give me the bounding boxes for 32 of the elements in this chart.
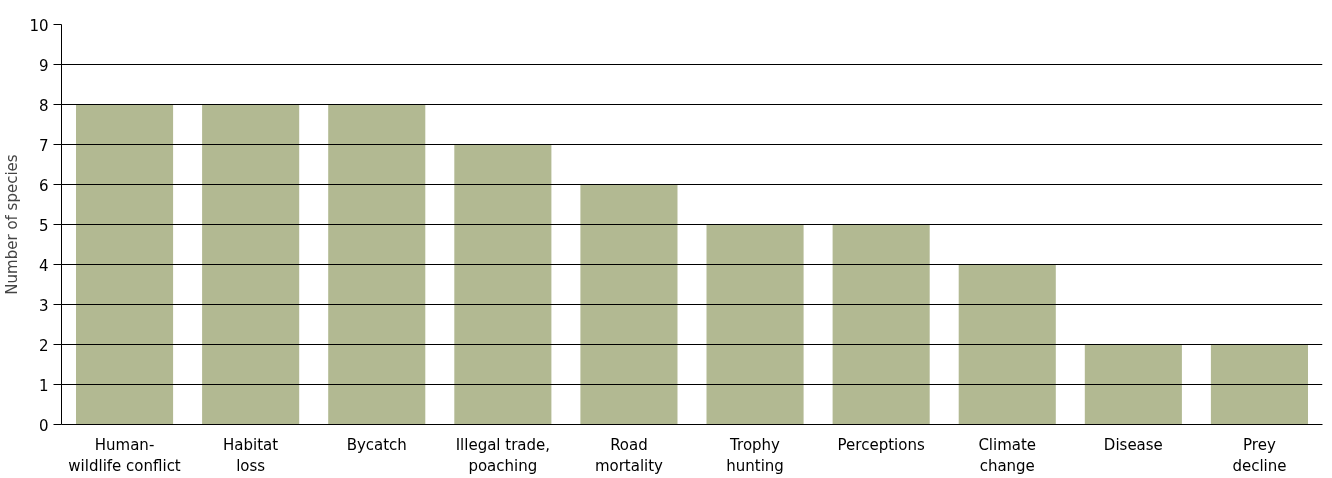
bar: [454, 144, 552, 425]
y-tick-label: 9: [38, 56, 49, 75]
bar: [958, 264, 1056, 425]
x-tick-label: Bycatch: [346, 435, 407, 454]
y-tick-label: 6: [38, 176, 49, 195]
y-tick-label: 8: [38, 96, 49, 115]
bar: [1084, 344, 1182, 425]
y-tick-label: 5: [38, 216, 49, 235]
y-tick-label: 0: [38, 416, 49, 435]
bar: [1210, 344, 1308, 425]
x-tick-label: Prey decline: [1232, 435, 1287, 476]
x-tick-label: Perceptions: [837, 435, 925, 454]
y-tick-label: 10: [29, 16, 49, 35]
x-tick-label: Disease: [1103, 435, 1163, 454]
x-tick-label: Climate change: [978, 435, 1037, 476]
x-tick-label: Trophy hunting: [726, 435, 784, 476]
bar: [580, 184, 678, 425]
bar: [202, 104, 300, 425]
y-axis-title: Number of species: [3, 154, 22, 295]
x-tick-label: Habitat loss: [223, 435, 279, 476]
bar: [832, 224, 930, 425]
bar: [706, 224, 804, 425]
bar: [328, 104, 426, 425]
y-tick-label: 4: [38, 256, 49, 275]
y-tick-label: 7: [38, 136, 49, 155]
bar: [76, 104, 174, 425]
x-tick-label: Road mortality: [594, 435, 664, 476]
y-tick-label: 1: [38, 376, 49, 395]
y-tick-label: 2: [38, 336, 49, 355]
x-tick-label: Human- wildlife conflict: [68, 435, 181, 476]
y-tick-label: 3: [38, 296, 49, 315]
x-tick-label: Illegal trade, poaching: [455, 435, 551, 476]
